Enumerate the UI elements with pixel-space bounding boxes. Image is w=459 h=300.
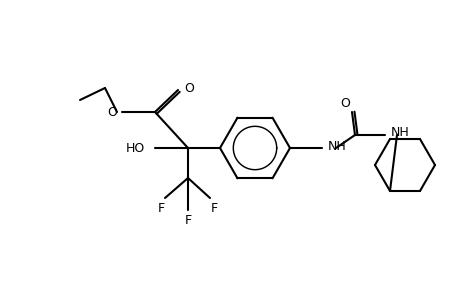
Text: F: F [157,202,164,215]
Text: O: O [184,82,193,94]
Text: NH: NH [390,127,409,140]
Text: F: F [184,214,191,227]
Text: F: F [210,202,217,215]
Text: O: O [107,106,117,118]
Text: NH: NH [327,140,346,152]
Text: O: O [339,97,349,110]
Text: HO: HO [125,142,145,154]
